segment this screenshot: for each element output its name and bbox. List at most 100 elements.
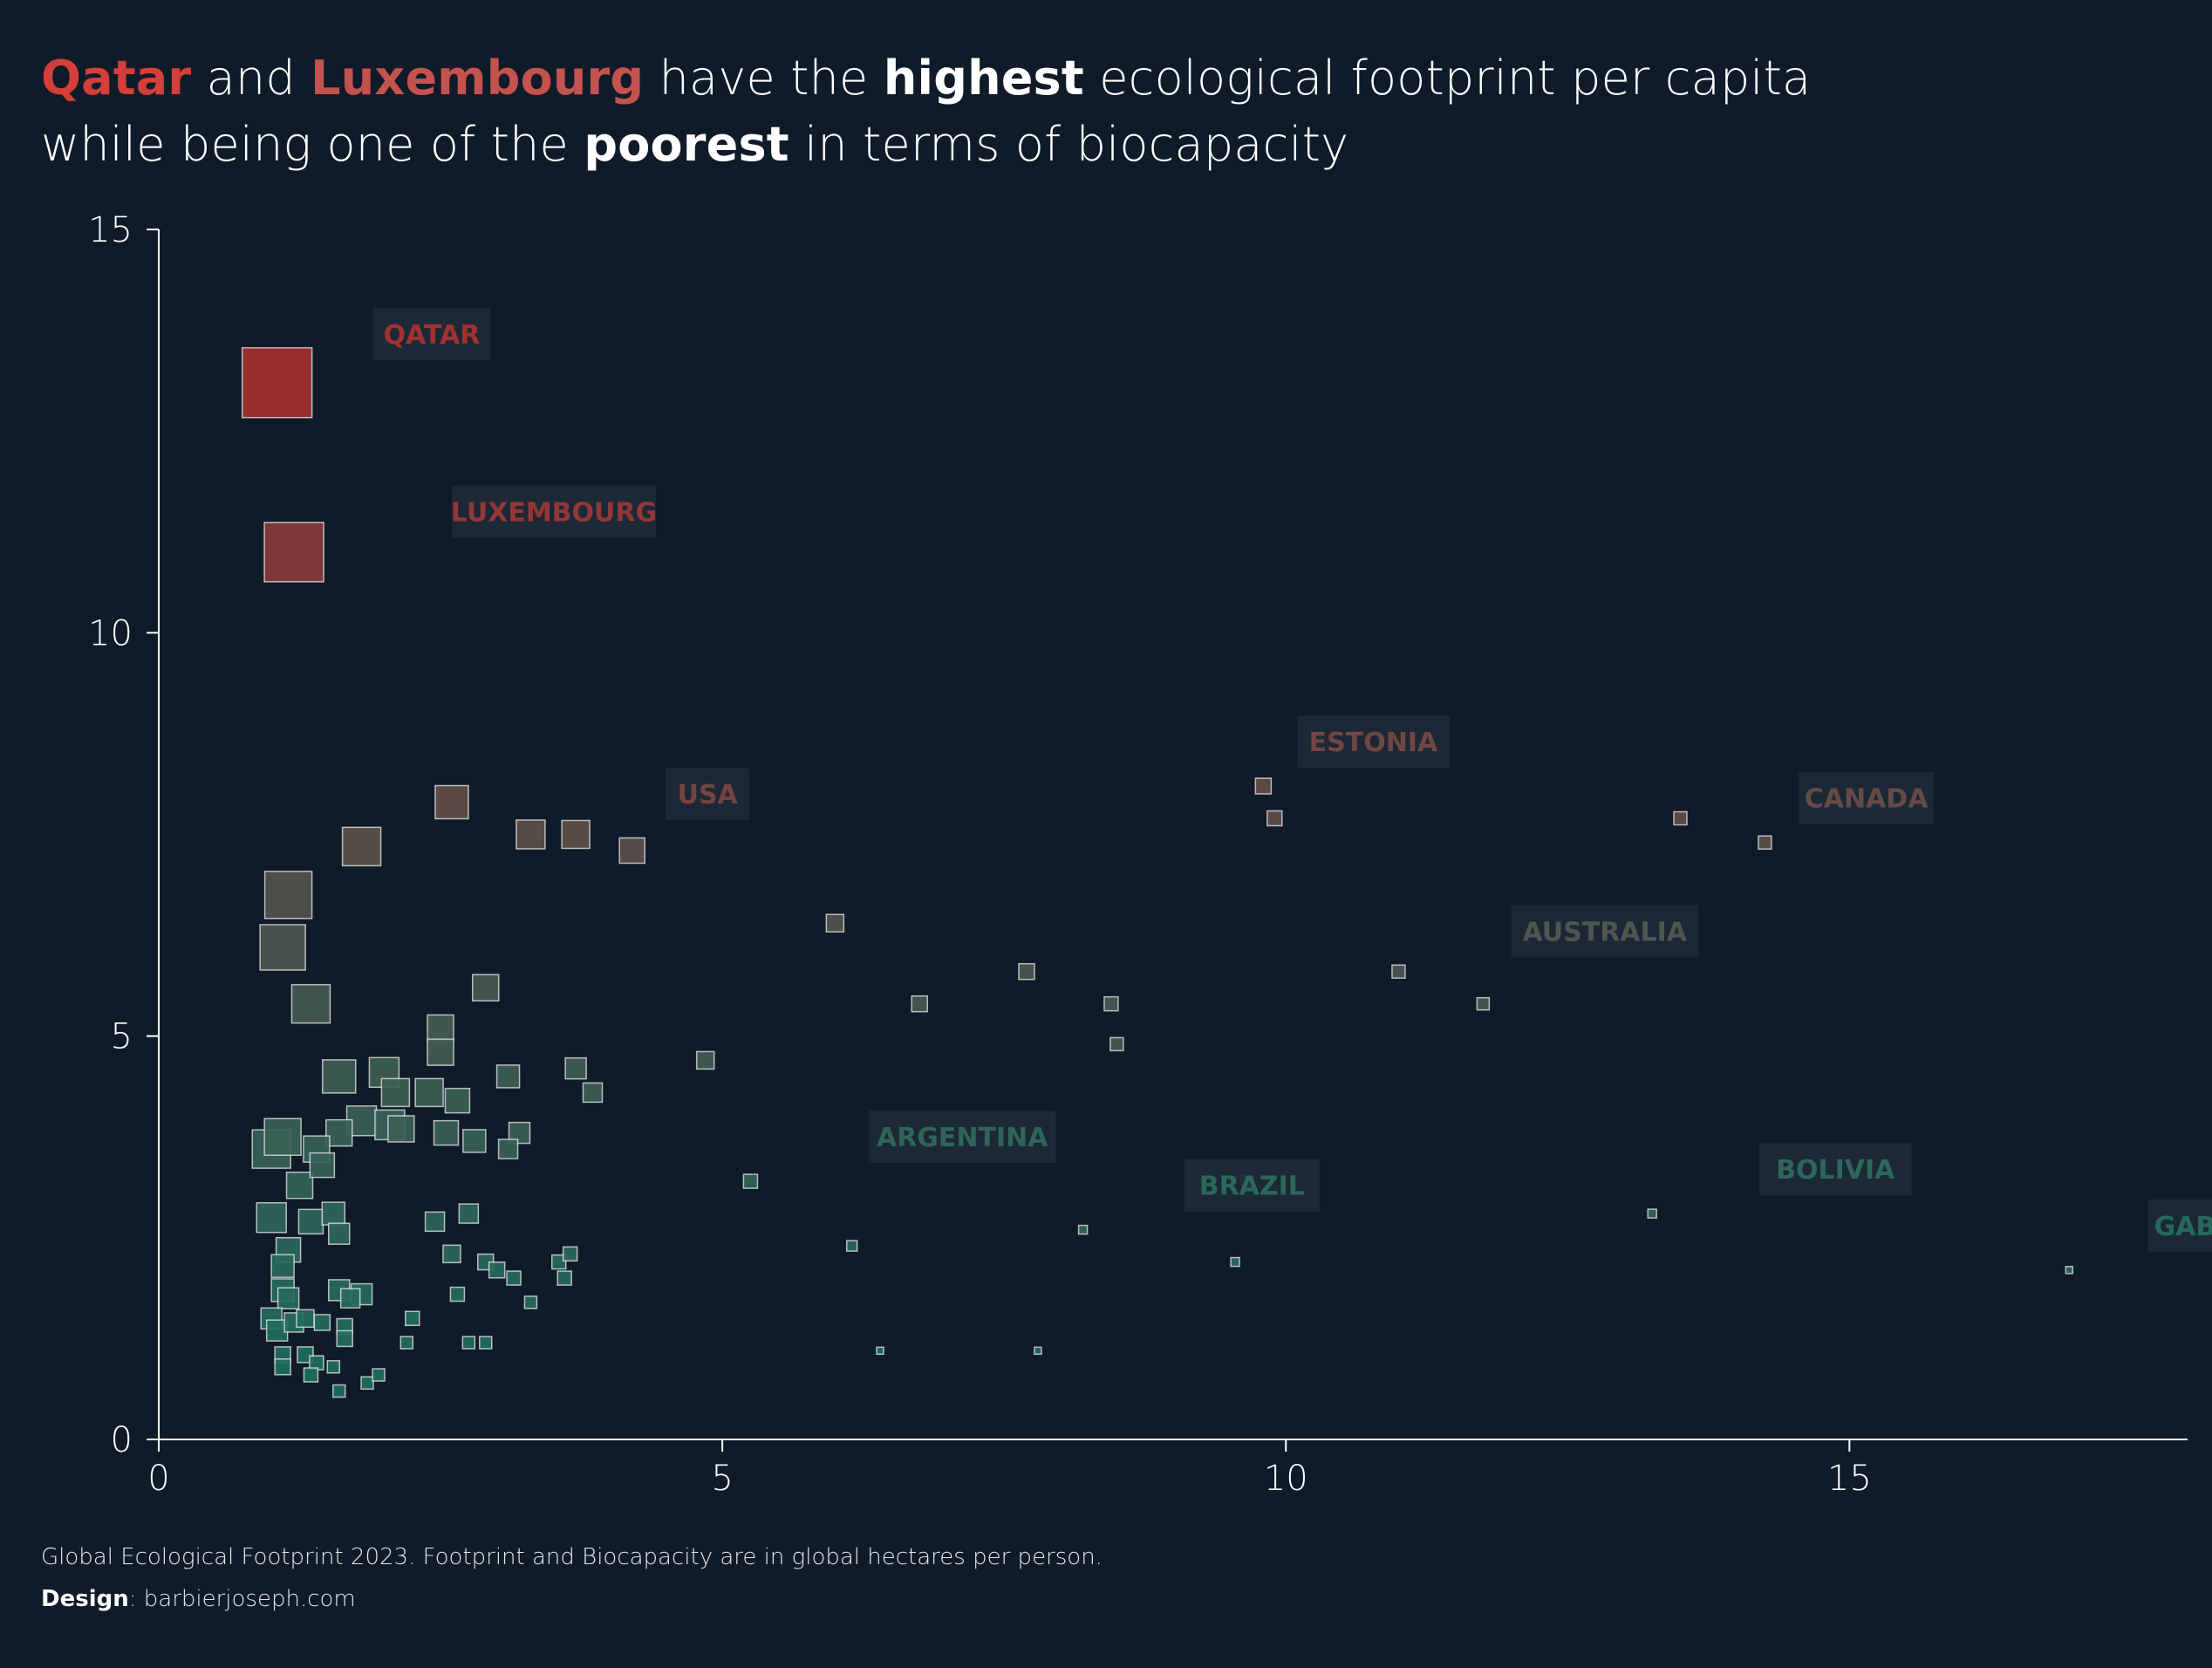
data-point bbox=[488, 1261, 506, 1279]
data-point bbox=[564, 1056, 587, 1080]
data-point bbox=[433, 1119, 460, 1146]
data-point bbox=[2065, 1266, 2074, 1275]
data-point bbox=[449, 1286, 466, 1302]
data-point bbox=[387, 1115, 415, 1143]
data-point bbox=[241, 346, 313, 419]
data-point bbox=[256, 1201, 287, 1234]
data-point bbox=[414, 1077, 444, 1108]
data-point bbox=[523, 1295, 538, 1309]
title-poorest: poorest bbox=[584, 117, 789, 172]
y-tick-label: 0 bbox=[111, 1420, 133, 1460]
title-text-have-the: have the bbox=[644, 51, 884, 106]
country-label: QATAR bbox=[372, 308, 491, 361]
data-point bbox=[380, 1077, 411, 1108]
data-point bbox=[1391, 964, 1406, 979]
data-point bbox=[326, 1360, 341, 1374]
data-point bbox=[259, 924, 306, 971]
data-point bbox=[285, 1171, 314, 1200]
country-label: BOLIVIA bbox=[1758, 1143, 1912, 1196]
y-tick-label: 15 bbox=[88, 210, 133, 250]
country-label-box bbox=[1799, 771, 1934, 824]
country-label-text: ARGENTINA bbox=[877, 1123, 1048, 1153]
data-point bbox=[263, 522, 324, 583]
data-point bbox=[845, 1240, 858, 1252]
data-point bbox=[270, 1254, 295, 1278]
country-label-box bbox=[1297, 715, 1450, 769]
country-label-box bbox=[666, 768, 749, 821]
title-qatar: Qatar bbox=[41, 51, 192, 106]
country-label-box bbox=[2147, 1199, 2212, 1252]
country-label-text: BRAZIL bbox=[1199, 1172, 1305, 1202]
x-tick-label: 0 bbox=[147, 1459, 169, 1499]
country-label: USA bbox=[666, 768, 749, 821]
data-point bbox=[825, 913, 845, 933]
footer-design-value: : barbierjoseph.com bbox=[128, 1586, 356, 1612]
data-point bbox=[497, 1138, 519, 1159]
title-text-while: while being one of the bbox=[41, 117, 584, 172]
data-point bbox=[1018, 962, 1035, 981]
data-point bbox=[462, 1129, 487, 1153]
data-point bbox=[332, 1384, 346, 1398]
data-point bbox=[1103, 995, 1119, 1012]
footer-design-credit: Design: barbierjoseph.com bbox=[41, 1586, 356, 1612]
data-point bbox=[495, 1064, 521, 1089]
data-point bbox=[360, 1376, 374, 1391]
country-label-text: AUSTRALIA bbox=[1522, 917, 1687, 947]
data-point bbox=[695, 1050, 715, 1070]
data-point bbox=[1077, 1224, 1089, 1235]
data-point bbox=[742, 1173, 759, 1189]
data-point bbox=[405, 1310, 420, 1327]
country-label-box bbox=[1184, 1159, 1320, 1212]
data-point bbox=[336, 1330, 353, 1348]
title-text-footprint: ecological footprint per capita bbox=[1083, 51, 1812, 106]
country-label: CANADA bbox=[1799, 771, 1934, 824]
data-point bbox=[1266, 810, 1283, 827]
x-tick-label: 15 bbox=[1827, 1459, 1872, 1499]
x-tick-label: 5 bbox=[711, 1459, 733, 1499]
data-point bbox=[618, 837, 645, 865]
chart-title-line-1: Qatar and Luxembourg have the highest ec… bbox=[41, 51, 1811, 106]
country-label: ARGENTINA bbox=[869, 1111, 1056, 1164]
data-point bbox=[303, 1367, 319, 1383]
country-label-text: CANADA bbox=[1805, 784, 1929, 815]
data-point bbox=[276, 1287, 300, 1309]
data-point bbox=[339, 1288, 361, 1309]
data-point bbox=[1647, 1208, 1657, 1219]
data-point bbox=[556, 1270, 572, 1286]
data-point bbox=[427, 1038, 454, 1066]
data-point bbox=[1034, 1346, 1042, 1356]
y-tick-label: 10 bbox=[88, 613, 133, 653]
data-point bbox=[297, 1208, 324, 1235]
data-point bbox=[562, 1246, 578, 1262]
data-point bbox=[290, 983, 331, 1024]
country-label-box bbox=[372, 308, 491, 361]
data-point bbox=[322, 1059, 357, 1094]
data-point bbox=[296, 1309, 315, 1329]
country-label-box bbox=[1511, 905, 1698, 958]
data-point bbox=[458, 1203, 480, 1224]
country-label: AUSTRALIA bbox=[1511, 905, 1698, 958]
data-point bbox=[911, 995, 928, 1013]
footer-design-label: Design bbox=[41, 1586, 129, 1612]
country-label-text: GABON bbox=[2154, 1212, 2212, 1242]
title-highest: highest bbox=[883, 51, 1084, 106]
title-luxembourg: Luxembourg bbox=[311, 51, 645, 106]
data-point bbox=[328, 1222, 351, 1245]
country-label: BRAZIL bbox=[1184, 1159, 1320, 1212]
data-point bbox=[263, 871, 313, 919]
data-point bbox=[442, 1244, 461, 1264]
data-point bbox=[582, 1082, 604, 1104]
data-point bbox=[478, 1336, 493, 1350]
country-labels: QATAR LUXEMBOURG USA ESTONIA CANADA AUSTRALIA… bbox=[372, 308, 2212, 1252]
data-point bbox=[561, 819, 591, 850]
data-point bbox=[427, 1014, 454, 1042]
title-text-biocapacity: in terms of biocapacity bbox=[789, 117, 1349, 172]
footer-source-note: Global Ecological Footprint 2023. Footpr… bbox=[41, 1544, 1103, 1570]
country-label-box bbox=[451, 485, 656, 538]
data-point bbox=[1476, 996, 1491, 1011]
data-point bbox=[1109, 1036, 1124, 1052]
country-label-text: ESTONIA bbox=[1309, 728, 1438, 758]
title-text-and: and bbox=[191, 51, 311, 106]
country-label: ESTONIA bbox=[1297, 715, 1450, 769]
